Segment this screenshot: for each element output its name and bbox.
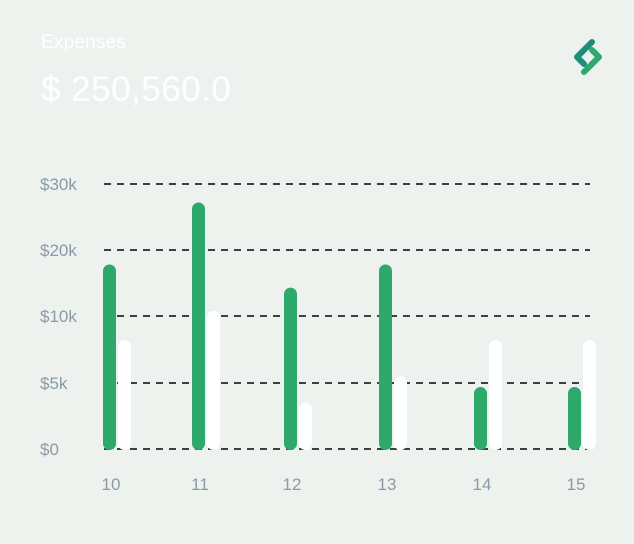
y-tick-label: $5k	[40, 374, 68, 393]
y-tick-label: $0	[40, 440, 59, 459]
bar-green	[284, 287, 297, 450]
y-tick-label: $20k	[40, 241, 77, 260]
bars	[103, 202, 596, 450]
x-tick-label: 11	[191, 475, 209, 494]
s-link-logo-icon	[574, 39, 602, 75]
y-tick-label: $30k	[40, 175, 77, 194]
bar-white	[207, 310, 220, 450]
x-tick-label: 13	[378, 475, 397, 494]
y-axis-labels: $0 $5k $10k $20k $30k	[40, 175, 77, 459]
bar-green	[103, 264, 116, 450]
expenses-label: Expenses	[41, 32, 127, 53]
expenses-total: $ 250,560.0	[41, 70, 232, 109]
bar-green	[568, 386, 581, 450]
bar-white	[118, 340, 131, 450]
bar-green	[379, 264, 392, 450]
bar-green	[192, 202, 205, 450]
bar-white	[583, 340, 596, 450]
y-tick-label: $10k	[40, 307, 77, 326]
x-tick-label: 15	[567, 475, 586, 494]
bar-green	[474, 386, 487, 450]
bar-white	[299, 402, 312, 450]
x-tick-label: 12	[283, 475, 302, 494]
grid-lines	[104, 183, 590, 450]
x-axis-labels: 10 11 12 13 14 15	[102, 475, 586, 494]
bar-white	[394, 376, 407, 450]
x-tick-label: 14	[473, 475, 492, 494]
bar-white	[489, 340, 502, 450]
x-tick-label: 10	[102, 475, 121, 494]
